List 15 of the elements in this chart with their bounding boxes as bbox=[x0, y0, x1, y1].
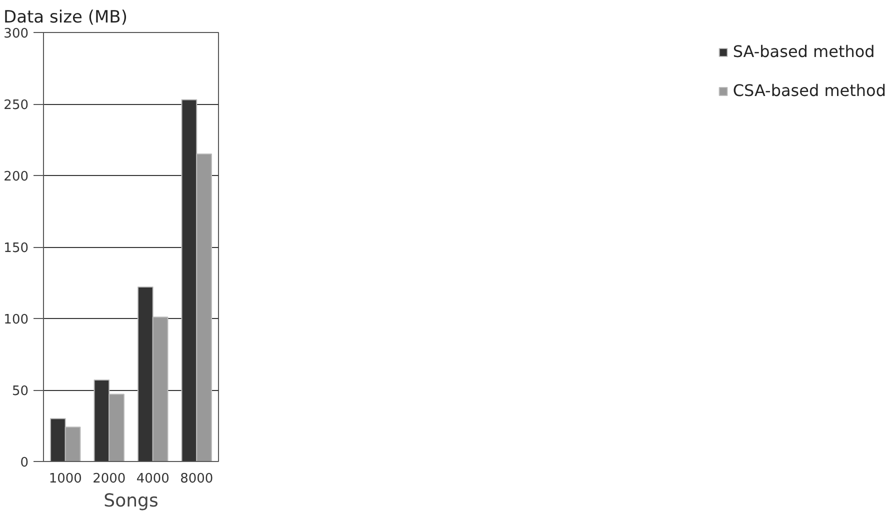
legend-label: CSA-based method bbox=[732, 81, 886, 100]
y-tick-label: 100 bbox=[4, 312, 29, 328]
x-tick-label: 8000 bbox=[180, 472, 214, 486]
x-tick-label: 2000 bbox=[92, 472, 126, 486]
y-tick-label: 50 bbox=[12, 384, 29, 399]
y-tick-label: 250 bbox=[4, 98, 29, 113]
y-tick-label: 0 bbox=[20, 456, 29, 470]
y-tick-label: 150 bbox=[4, 241, 29, 256]
y-tick-label: 300 bbox=[4, 26, 29, 42]
chart-title: Data size (MB) bbox=[4, 8, 128, 28]
x-axis-title: Songs bbox=[104, 490, 158, 512]
x-tick-label: 4000 bbox=[136, 472, 170, 486]
legend-label: SA-based method bbox=[732, 42, 875, 61]
y-tick-label: 200 bbox=[4, 170, 29, 184]
x-tick-label: 1000 bbox=[48, 472, 82, 486]
